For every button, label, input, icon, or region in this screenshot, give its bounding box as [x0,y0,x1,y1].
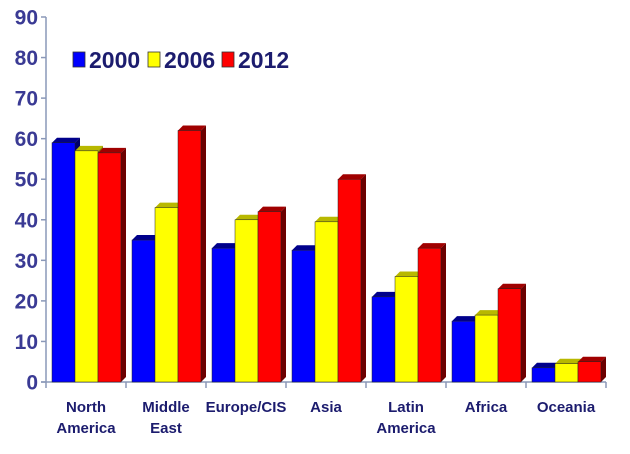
x-tick-label: Europe/CIS [206,399,287,416]
y-tick-label: 20 [15,290,38,313]
bar-2012 [417,243,446,383]
y-axis: 0 10 20 30 40 50 60 70 80 90 [15,7,47,395]
legend-label: 2000 [89,47,140,73]
bar-group-africa [451,283,526,383]
legend-swatch [147,51,161,68]
bar-2012 [257,206,286,383]
legend-item-2012: 2012 [221,47,289,73]
legend-swatch [72,51,86,68]
x-axis: North America Middle East Europe/CIS Asia Lati… [41,381,607,437]
y-tick-label: 40 [15,209,38,232]
bar-2012 [337,174,366,383]
bar-group-oceania [531,356,606,383]
x-tick-label: Latin America [376,399,436,437]
bar-2012 [497,283,526,383]
x-tick-label: Asia [310,399,342,416]
legend-label: 2006 [164,47,215,73]
bar-2012 [177,125,206,383]
x-tick-label: Africa [465,399,508,416]
x-tick-label: North America [56,399,116,437]
legend-label: 2012 [238,47,289,73]
y-tick-label: 30 [15,250,38,273]
bars [51,125,606,383]
bar-group-north-america [51,137,126,383]
y-tick-label: 10 [15,331,38,354]
y-tick-label: 50 [15,169,38,192]
x-tick-label: Oceania [537,399,596,416]
y-tick-label: 70 [15,88,38,111]
legend: 2000 2006 2012 [72,47,289,73]
legend-item-2006: 2006 [147,47,215,73]
y-tick-label: 0 [26,372,38,395]
legend-swatch [221,51,235,68]
bar-group-middle-east [131,125,206,383]
bar-group-latin-america [371,243,446,383]
y-tick-label: 90 [15,7,38,30]
legend-item-2000: 2000 [72,47,140,73]
bar-group-europe-cis [211,206,286,383]
y-tick-label: 60 [15,128,38,151]
bar-2012 [97,147,126,383]
bar-group-asia [291,174,366,383]
y-tick-label: 80 [15,47,38,70]
bar-2012 [577,356,606,383]
x-tick-label: Middle East [142,399,190,437]
